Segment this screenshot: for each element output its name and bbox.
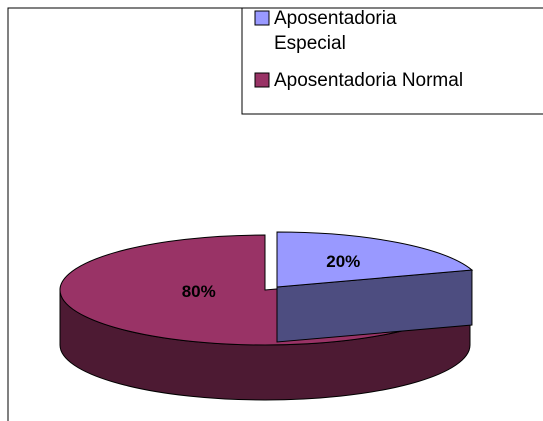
legend-swatch bbox=[254, 10, 270, 26]
pie: 20% 80% bbox=[59, 231, 474, 401]
legend-swatch bbox=[254, 72, 270, 88]
slice-top bbox=[276, 231, 474, 288]
legend: Aposentadoria Especial Aposentadoria Norm… bbox=[241, 7, 543, 115]
value-label: 20% bbox=[326, 252, 360, 271]
value-label: 80% bbox=[182, 282, 216, 301]
legend-label: Aposentadoria Especial bbox=[274, 8, 402, 54]
legend-label: Aposentadoria Normal bbox=[274, 70, 463, 91]
legend-box bbox=[241, 7, 543, 115]
slice bbox=[276, 231, 474, 343]
